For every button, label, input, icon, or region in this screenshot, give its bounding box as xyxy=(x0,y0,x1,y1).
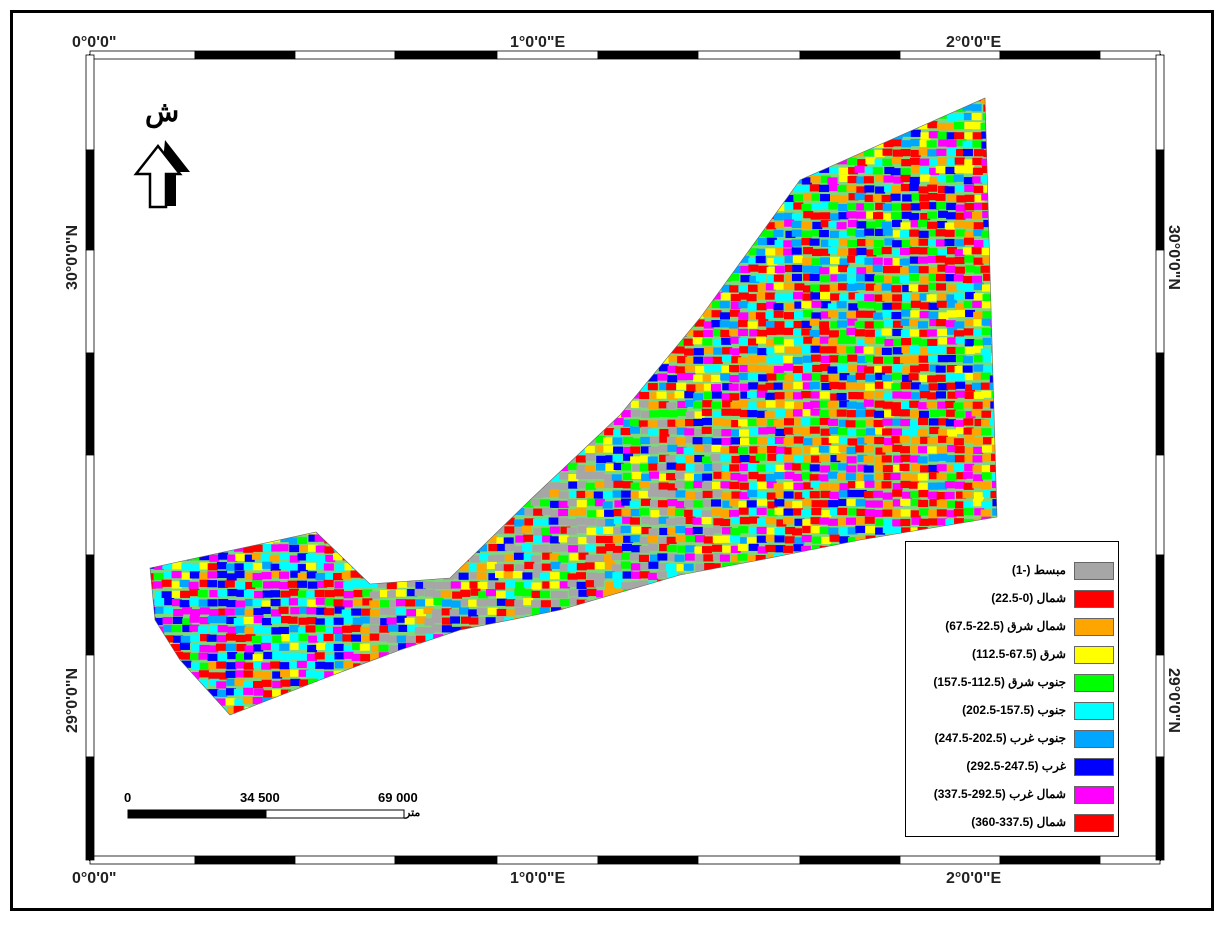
legend-label: جنوب (157.5-202.5) xyxy=(962,703,1066,717)
outer-frame xyxy=(10,10,1214,911)
legend-label: غرب (247.5-292.5) xyxy=(966,759,1066,773)
legend-swatch xyxy=(1074,618,1114,636)
bottom-label-lon-2: 2°0'0"E xyxy=(946,870,1002,887)
legend-item: شمال (0-22.5) xyxy=(906,588,1120,610)
legend-item: جنوب شرق (112.5-157.5) xyxy=(906,672,1120,694)
right-label-lat-30: 30°0'0"N xyxy=(1165,225,1182,290)
scale-label-mid: 34 500 xyxy=(240,790,280,805)
legend-item: جنوب (157.5-202.5) xyxy=(906,700,1120,722)
scale-label-0: 0 xyxy=(124,790,132,805)
legend-label: شمال (337.5-360) xyxy=(971,815,1066,829)
legend-swatch xyxy=(1074,590,1114,608)
legend-swatch xyxy=(1074,786,1114,804)
left-label-lat-30: 30°0'0"N xyxy=(64,225,81,290)
legend-swatch xyxy=(1074,562,1114,580)
legend-item: غرب (247.5-292.5) xyxy=(906,756,1120,778)
legend-label: جنوب غرب (202.5-247.5) xyxy=(934,731,1066,745)
north-label: ش xyxy=(145,96,180,127)
legend-label: شمال شرق (22.5-67.5) xyxy=(945,619,1066,633)
legend-label: جنوب شرق (112.5-157.5) xyxy=(933,675,1066,689)
legend-swatch xyxy=(1074,730,1114,748)
legend-label: شرق (67.5-112.5) xyxy=(971,647,1066,661)
legend-label: شمال (0-22.5) xyxy=(991,591,1066,605)
legend-label: شمال غرب (292.5-337.5) xyxy=(933,787,1066,801)
graticule-border xyxy=(85,50,1165,865)
legend-swatch xyxy=(1074,646,1114,664)
scale-unit: متر xyxy=(405,807,421,819)
legend-swatch xyxy=(1074,674,1114,692)
legend-swatch xyxy=(1074,702,1114,720)
legend-item: شمال غرب (292.5-337.5) xyxy=(906,784,1120,806)
bottom-label-lon-1: 1°0'0"E xyxy=(510,870,566,887)
scale-bar xyxy=(127,809,405,819)
legend-item: مبسط (-1) xyxy=(906,560,1120,582)
left-label-lat-29: 29°0'0"N xyxy=(64,668,81,733)
right-label-lat-29: 29°0'0"N xyxy=(1165,668,1182,733)
aspect-raster xyxy=(150,98,997,715)
top-label-lon-2: 2°0'0"E xyxy=(946,34,1002,51)
north-arrow-icon xyxy=(133,140,190,209)
legend-label: مبسط (-1) xyxy=(1011,563,1066,577)
legend-item: شرق (67.5-112.5) xyxy=(906,644,1120,666)
scale-label-max: 69 000 xyxy=(378,790,418,805)
study-area-outline xyxy=(149,97,998,716)
legend-swatch xyxy=(1074,814,1114,832)
top-label-lon-0: 0°0'0" xyxy=(72,34,117,51)
legend-item: جنوب غرب (202.5-247.5) xyxy=(906,728,1120,750)
legend-item: شمال شرق (22.5-67.5) xyxy=(906,616,1120,638)
legend: مبسط (-1) شمال (0-22.5) شمال شرق (22.5-6… xyxy=(905,541,1119,837)
bottom-label-lon-0: 0°0'0" xyxy=(72,870,117,887)
legend-swatch xyxy=(1074,758,1114,776)
legend-item: شمال (337.5-360) xyxy=(906,812,1120,834)
top-label-lon-1: 1°0'0"E xyxy=(510,34,566,51)
